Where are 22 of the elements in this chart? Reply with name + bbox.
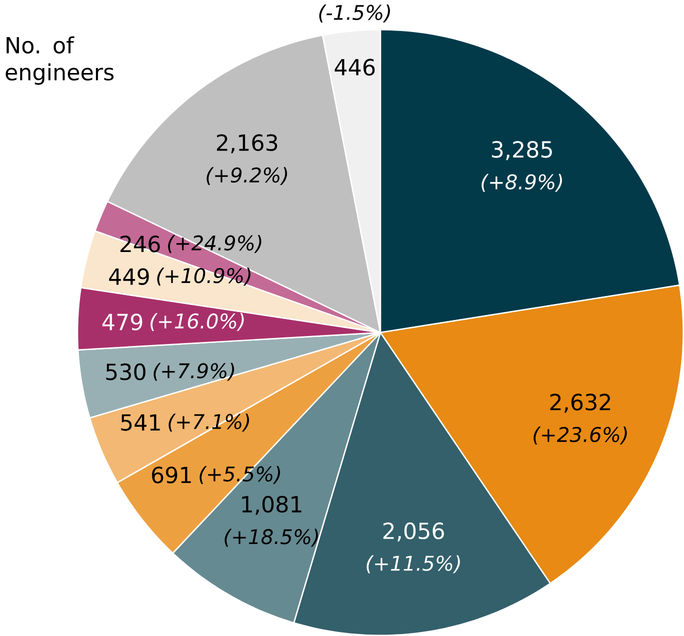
data-label: 479 — [102, 314, 142, 330]
data-label: 2,056 — [383, 522, 444, 542]
text: (+23.6%) — [534, 426, 627, 444]
data-label: 446 — [334, 58, 375, 76]
text: (+10.9%) — [157, 268, 250, 286]
data-label: 449 — [109, 268, 149, 285]
text: (+18.5%) — [224, 528, 318, 547]
text: (+9.2%) — [206, 167, 288, 185]
data-label: 541 — [121, 414, 160, 431]
text: (+8.9%) — [482, 174, 562, 192]
text: (+16.0%) — [150, 312, 244, 331]
text: (+11.5%) — [366, 555, 460, 574]
text: No. of engineers — [6, 36, 114, 85]
text: (+7.9%) — [154, 362, 234, 381]
text: (-1.5%) — [319, 4, 390, 22]
data-label: 1,081 — [242, 496, 302, 515]
data-label: 530 — [106, 363, 146, 380]
data-label: 2,632 — [550, 394, 610, 413]
data-label: 691 — [152, 466, 191, 484]
data-label: 3,285 — [492, 140, 552, 160]
data-label: 2,163 — [216, 134, 278, 154]
text: (+24.9%) — [168, 234, 262, 253]
